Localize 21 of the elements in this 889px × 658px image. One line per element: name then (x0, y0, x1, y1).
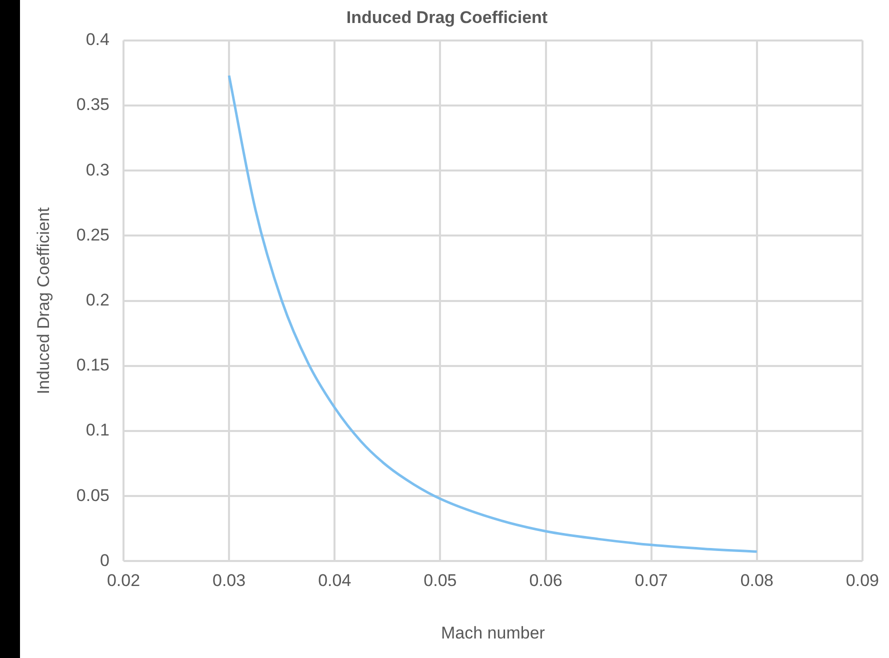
y-tick-label: 0.05 (76, 486, 110, 505)
x-axis-title: Mach number (441, 623, 546, 642)
line-series (228, 74, 758, 553)
y-tick-label: 0.1 (86, 420, 110, 440)
x-tick-label: 0.09 (846, 571, 880, 590)
y-tick-label: 0.35 (76, 95, 110, 114)
x-tick-label: 0.06 (529, 571, 562, 590)
y-tick-label: 0.3 (86, 160, 110, 180)
y-tick-label: 0 (100, 550, 110, 570)
x-tick-label: 0.03 (212, 571, 246, 590)
x-tick-label: 0.08 (740, 571, 774, 590)
x-tick-label: 0.02 (106, 571, 140, 590)
x-tick-label: 0.05 (424, 571, 457, 590)
y-tick-label: 0.15 (76, 356, 110, 375)
x-tick-label: 0.07 (634, 571, 668, 590)
x-tick-label: 0.04 (318, 571, 352, 590)
y-tick-label: 0.2 (86, 290, 110, 310)
y-tick-label: 0.25 (76, 225, 110, 244)
y-axis-title: Induced Drag Coefficient (34, 207, 53, 394)
chart-title: Induced Drag Coefficient (346, 8, 548, 27)
y-tick-label: 0.4 (86, 30, 110, 50)
